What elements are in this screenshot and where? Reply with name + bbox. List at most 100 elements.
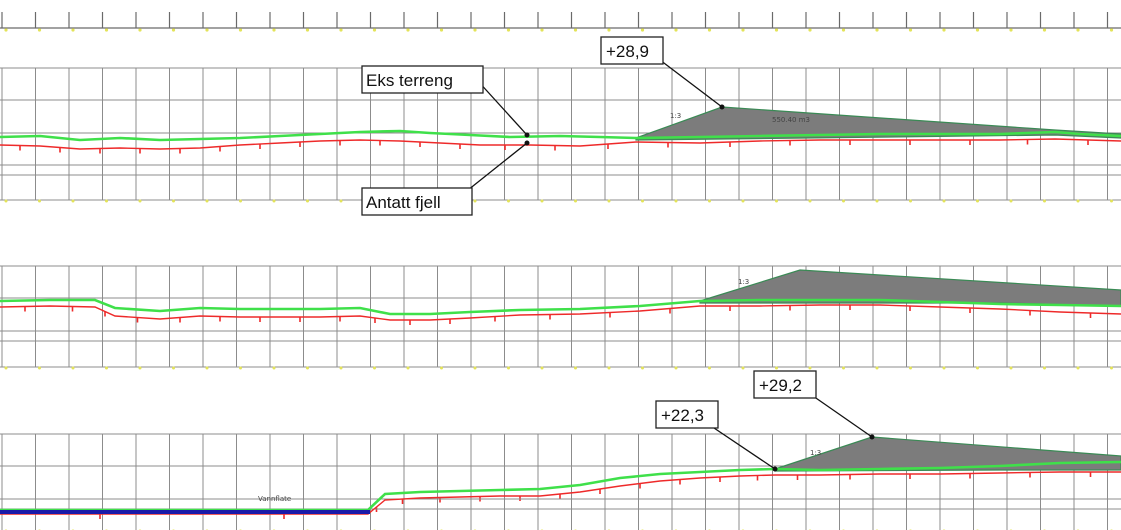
ruler-dot: [406, 28, 410, 32]
ruler-dot: [808, 28, 812, 32]
grid-dot: [1076, 366, 1080, 370]
ruler-dot: [138, 28, 142, 32]
grid-dot: [540, 199, 544, 203]
section-2-assumed-rock: [0, 304, 1121, 321]
grid-dot: [1110, 199, 1113, 203]
grid-dot: [71, 366, 75, 370]
callout-box-plus-28-9: [600, 36, 664, 65]
ruler-dot: [674, 28, 678, 32]
callout-box-antatt-fjell: [361, 187, 473, 216]
grid-dot: [976, 366, 979, 370]
callout-eks-terreng: Eks terreng: [361, 65, 530, 138]
section-2-existing-terrain: [0, 298, 1121, 316]
section-3-slope-label: 1:3: [810, 449, 821, 457]
ruler-dot: [1076, 28, 1080, 32]
ruler-dot: [37, 28, 42, 32]
ruler-dot: [439, 28, 444, 32]
grid-dot: [607, 199, 611, 203]
section-1-fill-area: [635, 106, 1121, 141]
grid-dot: [406, 366, 410, 370]
ruler-dot: [942, 28, 946, 32]
section-1-existing-terrain: [0, 129, 1121, 142]
grid-dot: [641, 366, 644, 370]
grid-dot: [574, 366, 577, 370]
grid-dot: [473, 199, 477, 203]
ruler-dot: [238, 28, 243, 32]
callout-plus-29-2: +29,2: [753, 370, 875, 440]
callout-text-plus-22-3: +22,3: [661, 406, 704, 425]
callout-text-eks-terreng: Eks terreng: [366, 71, 453, 90]
ruler-dot: [372, 28, 377, 32]
grid-dot: [205, 366, 209, 370]
grid-dot: [741, 366, 745, 370]
grid-dot: [172, 366, 175, 370]
grid-dot: [775, 199, 778, 203]
section-1-volume-label: 550.40 m3: [772, 116, 810, 124]
ruler-dot: [71, 28, 75, 32]
grid-dot: [1076, 199, 1080, 203]
callout-plus-22-3: +22,3: [655, 400, 778, 472]
section-3-existing-terrain: [0, 460, 1121, 512]
grid-dot: [540, 366, 544, 370]
callout-text-plus-28-9: +28,9: [606, 42, 649, 61]
ruler-dot: [841, 28, 846, 32]
ruler-dot: [908, 28, 913, 32]
grid-dot: [339, 199, 343, 203]
callout-antatt-fjell: Antatt fjell: [361, 140, 530, 216]
leader-antatt-fjell: [462, 142, 528, 195]
ruler-dot: [171, 28, 176, 32]
leader-plus-22-3: [713, 427, 776, 470]
leader-point-antatt-fjell: [524, 140, 530, 146]
ruler-dot: [540, 28, 544, 32]
callout-text-plus-29-2: +29,2: [759, 376, 802, 395]
leader-eks-terreng: [476, 79, 528, 136]
ruler-dot: [272, 28, 276, 32]
ruler-dot: [607, 28, 611, 32]
grid-dot: [708, 199, 711, 203]
grid-dot: [38, 199, 41, 203]
leader-point-plus-29-2: [869, 434, 875, 440]
grid-dot: [607, 366, 611, 370]
grid-dot: [4, 199, 8, 203]
grid-dot: [138, 199, 142, 203]
leader-point-plus-28-9: [719, 104, 725, 110]
leader-point-plus-22-3: [772, 466, 778, 472]
ruler-dot: [774, 28, 779, 32]
ruler-dot: [205, 28, 209, 32]
grid-dot: [674, 366, 678, 370]
grid-dot: [339, 366, 343, 370]
ruler-dot: [305, 28, 310, 32]
grid-dot: [38, 366, 41, 370]
grid-dot: [708, 366, 711, 370]
ruler-dot: [473, 28, 477, 32]
ruler-dot: [573, 28, 578, 32]
ruler-dot: [741, 28, 745, 32]
grid-dot: [909, 366, 912, 370]
grid-dot: [942, 199, 946, 203]
section-1-slope-label: 1:3: [670, 112, 681, 120]
ruler-dot: [4, 28, 8, 32]
ruler-dot: [707, 28, 712, 32]
grid-dot: [808, 366, 812, 370]
callout-box-eks-terreng: [361, 65, 484, 94]
grid-dot: [641, 199, 644, 203]
grid-dot: [1043, 366, 1046, 370]
grid-dot: [775, 366, 778, 370]
callout-plus-28-9: +28,9: [600, 36, 725, 110]
top-tick-ruler: [0, 12, 1121, 32]
section-3-water-label: Vannflate: [258, 495, 291, 503]
grid-dot: [1110, 366, 1113, 370]
callout-box-plus-29-2: [753, 370, 817, 399]
grid-dot: [440, 366, 443, 370]
grid-dot: [741, 199, 745, 203]
grid-dot: [507, 366, 510, 370]
callout-text-antatt-fjell: Antatt fjell: [366, 193, 441, 212]
grid-dot: [138, 366, 142, 370]
grid-dot: [674, 199, 678, 203]
grid-dot: [306, 366, 309, 370]
grid-dot: [105, 199, 108, 203]
section-3-assumed-rock: [0, 471, 1121, 515]
grid-dot: [272, 199, 276, 203]
grid-dot: [239, 366, 242, 370]
